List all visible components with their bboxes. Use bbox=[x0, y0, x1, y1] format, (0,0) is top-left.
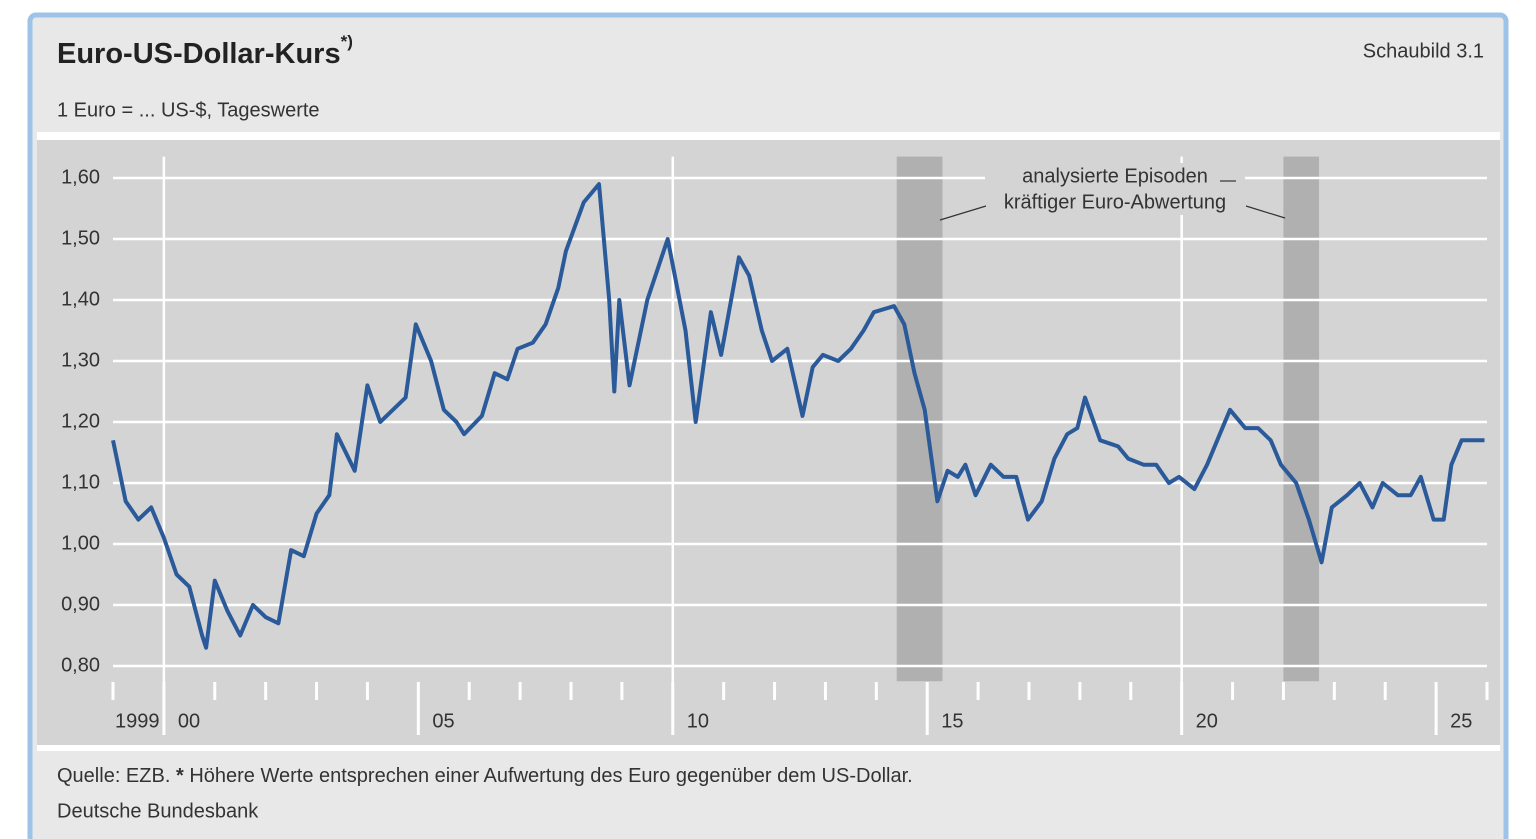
y-tick-label: 0,90 bbox=[61, 593, 100, 615]
separator bbox=[37, 132, 1500, 140]
y-tick-label: 1,40 bbox=[61, 288, 100, 310]
y-tick-label: 1,50 bbox=[61, 227, 100, 249]
footnote-marker: * bbox=[176, 765, 184, 787]
figure-label: Schaubild 3.1 bbox=[1363, 40, 1484, 62]
x-tick-label: 15 bbox=[941, 710, 963, 732]
separator bbox=[37, 745, 1500, 751]
footnote: Quelle: EZB. * Höhere Werte entsprechen … bbox=[57, 765, 913, 787]
title-text: Euro-US-Dollar-Kurs bbox=[57, 38, 341, 70]
footnote-text: Höhere Werte entsprechen einer Aufwertun… bbox=[189, 765, 912, 787]
y-tick-label: 1,00 bbox=[61, 532, 100, 554]
annotation-text: analysierte Episoden bbox=[1022, 165, 1208, 187]
annotation-bg bbox=[985, 163, 1245, 189]
plot: 0,80 0,90 1,00 1,10 1,20 1,30 1,40 1,50 1,60 1999… bbox=[61, 156, 1489, 735]
shaded-period bbox=[1283, 156, 1320, 682]
plot-background bbox=[37, 140, 1500, 745]
chart-title: Euro-US-Dollar-Kurs*) bbox=[57, 32, 353, 69]
x-tick-label: 05 bbox=[432, 710, 454, 732]
y-tick-label: 0,80 bbox=[61, 654, 100, 676]
publisher: Deutsche Bundesbank bbox=[57, 800, 259, 822]
annotation-text: kräftiger Euro-Abwertung bbox=[1004, 191, 1226, 213]
x-tick-label: 10 bbox=[687, 710, 709, 732]
title-note: *) bbox=[341, 32, 353, 51]
x-tick-label: 20 bbox=[1196, 710, 1218, 732]
source: Quelle: EZB. bbox=[57, 765, 170, 787]
subtitle: 1 Euro = ... US-$, Tageswerte bbox=[57, 99, 320, 121]
annotation-leader bbox=[939, 205, 987, 221]
y-tick-label: 1,60 bbox=[61, 166, 100, 188]
y-tick-label: 1,20 bbox=[61, 410, 100, 432]
x-tick-label: 25 bbox=[1450, 710, 1472, 732]
series-line bbox=[111, 182, 1485, 650]
annotation-leader bbox=[1245, 205, 1286, 219]
shaded-period bbox=[896, 156, 943, 682]
annotation-bg bbox=[985, 189, 1245, 215]
y-tick-label: 1,10 bbox=[61, 471, 100, 493]
x-tick-label: 00 bbox=[178, 710, 200, 732]
x-tick-label: 1999 bbox=[115, 710, 160, 732]
y-tick-label: 1,30 bbox=[61, 349, 100, 371]
